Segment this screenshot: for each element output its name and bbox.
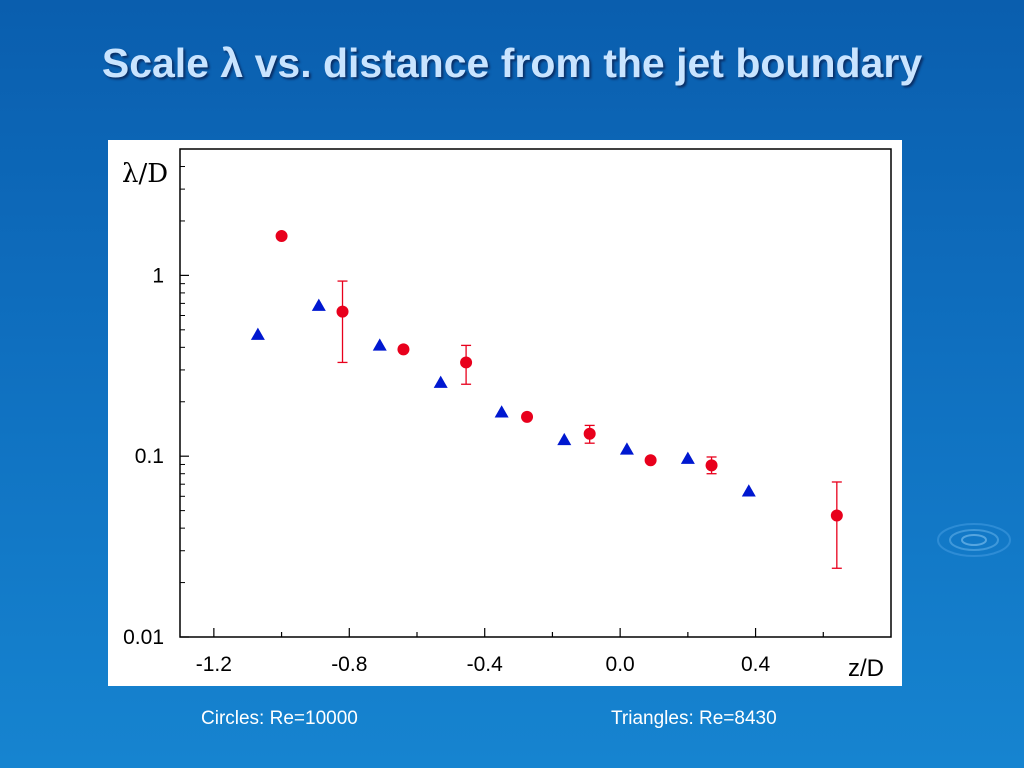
- triangle-point: [433, 375, 448, 388]
- chart-panel: -1.2 -0.8 -0.4 0.0 0.4 0.01 0.1 1 λ/D z/D: [108, 140, 902, 686]
- triangle-point: [557, 432, 572, 446]
- y-tick-label: 1: [152, 264, 164, 287]
- circle-point: [336, 305, 349, 318]
- slide-title: Scale λ vs. distance from the jet bounda…: [101, 40, 923, 86]
- legend-circles: Circles: Re=10000: [201, 708, 358, 729]
- triangle-point: [741, 484, 756, 497]
- x-axis-label: z/D: [848, 655, 884, 682]
- x-tick-label: -1.2: [196, 653, 232, 676]
- triangle-point: [311, 298, 326, 311]
- circle-point: [275, 230, 288, 243]
- plot-area-border: [179, 148, 892, 638]
- triangle-point: [250, 327, 265, 340]
- x-tick-label: -0.4: [467, 653, 504, 676]
- legend-triangles: Triangles: Re=8430: [611, 708, 777, 729]
- circle-point: [521, 410, 534, 423]
- triangle-point: [619, 442, 634, 455]
- circle-point: [583, 427, 596, 440]
- x-tick-label: 0.0: [606, 653, 635, 676]
- circle-point: [397, 343, 410, 356]
- x-tick-label: -0.8: [331, 653, 367, 676]
- y-tick-label: 0.01: [123, 626, 164, 649]
- triangle-point: [680, 451, 695, 464]
- triangle-point: [372, 338, 387, 351]
- scatter-chart: -1.2 -0.8 -0.4 0.0 0.4 0.01 0.1 1 λ/D z/D: [122, 148, 892, 682]
- water-ripple-decoration: [937, 523, 1011, 557]
- y-axis-label: λ/D: [122, 159, 168, 189]
- x-tick-label: 0.4: [741, 653, 771, 676]
- circle-point: [705, 459, 718, 472]
- circle-point: [830, 509, 843, 522]
- circle-point: [644, 454, 657, 467]
- triangle-point: [494, 405, 509, 418]
- y-tick-label: 0.1: [135, 445, 164, 468]
- circle-point: [460, 356, 473, 369]
